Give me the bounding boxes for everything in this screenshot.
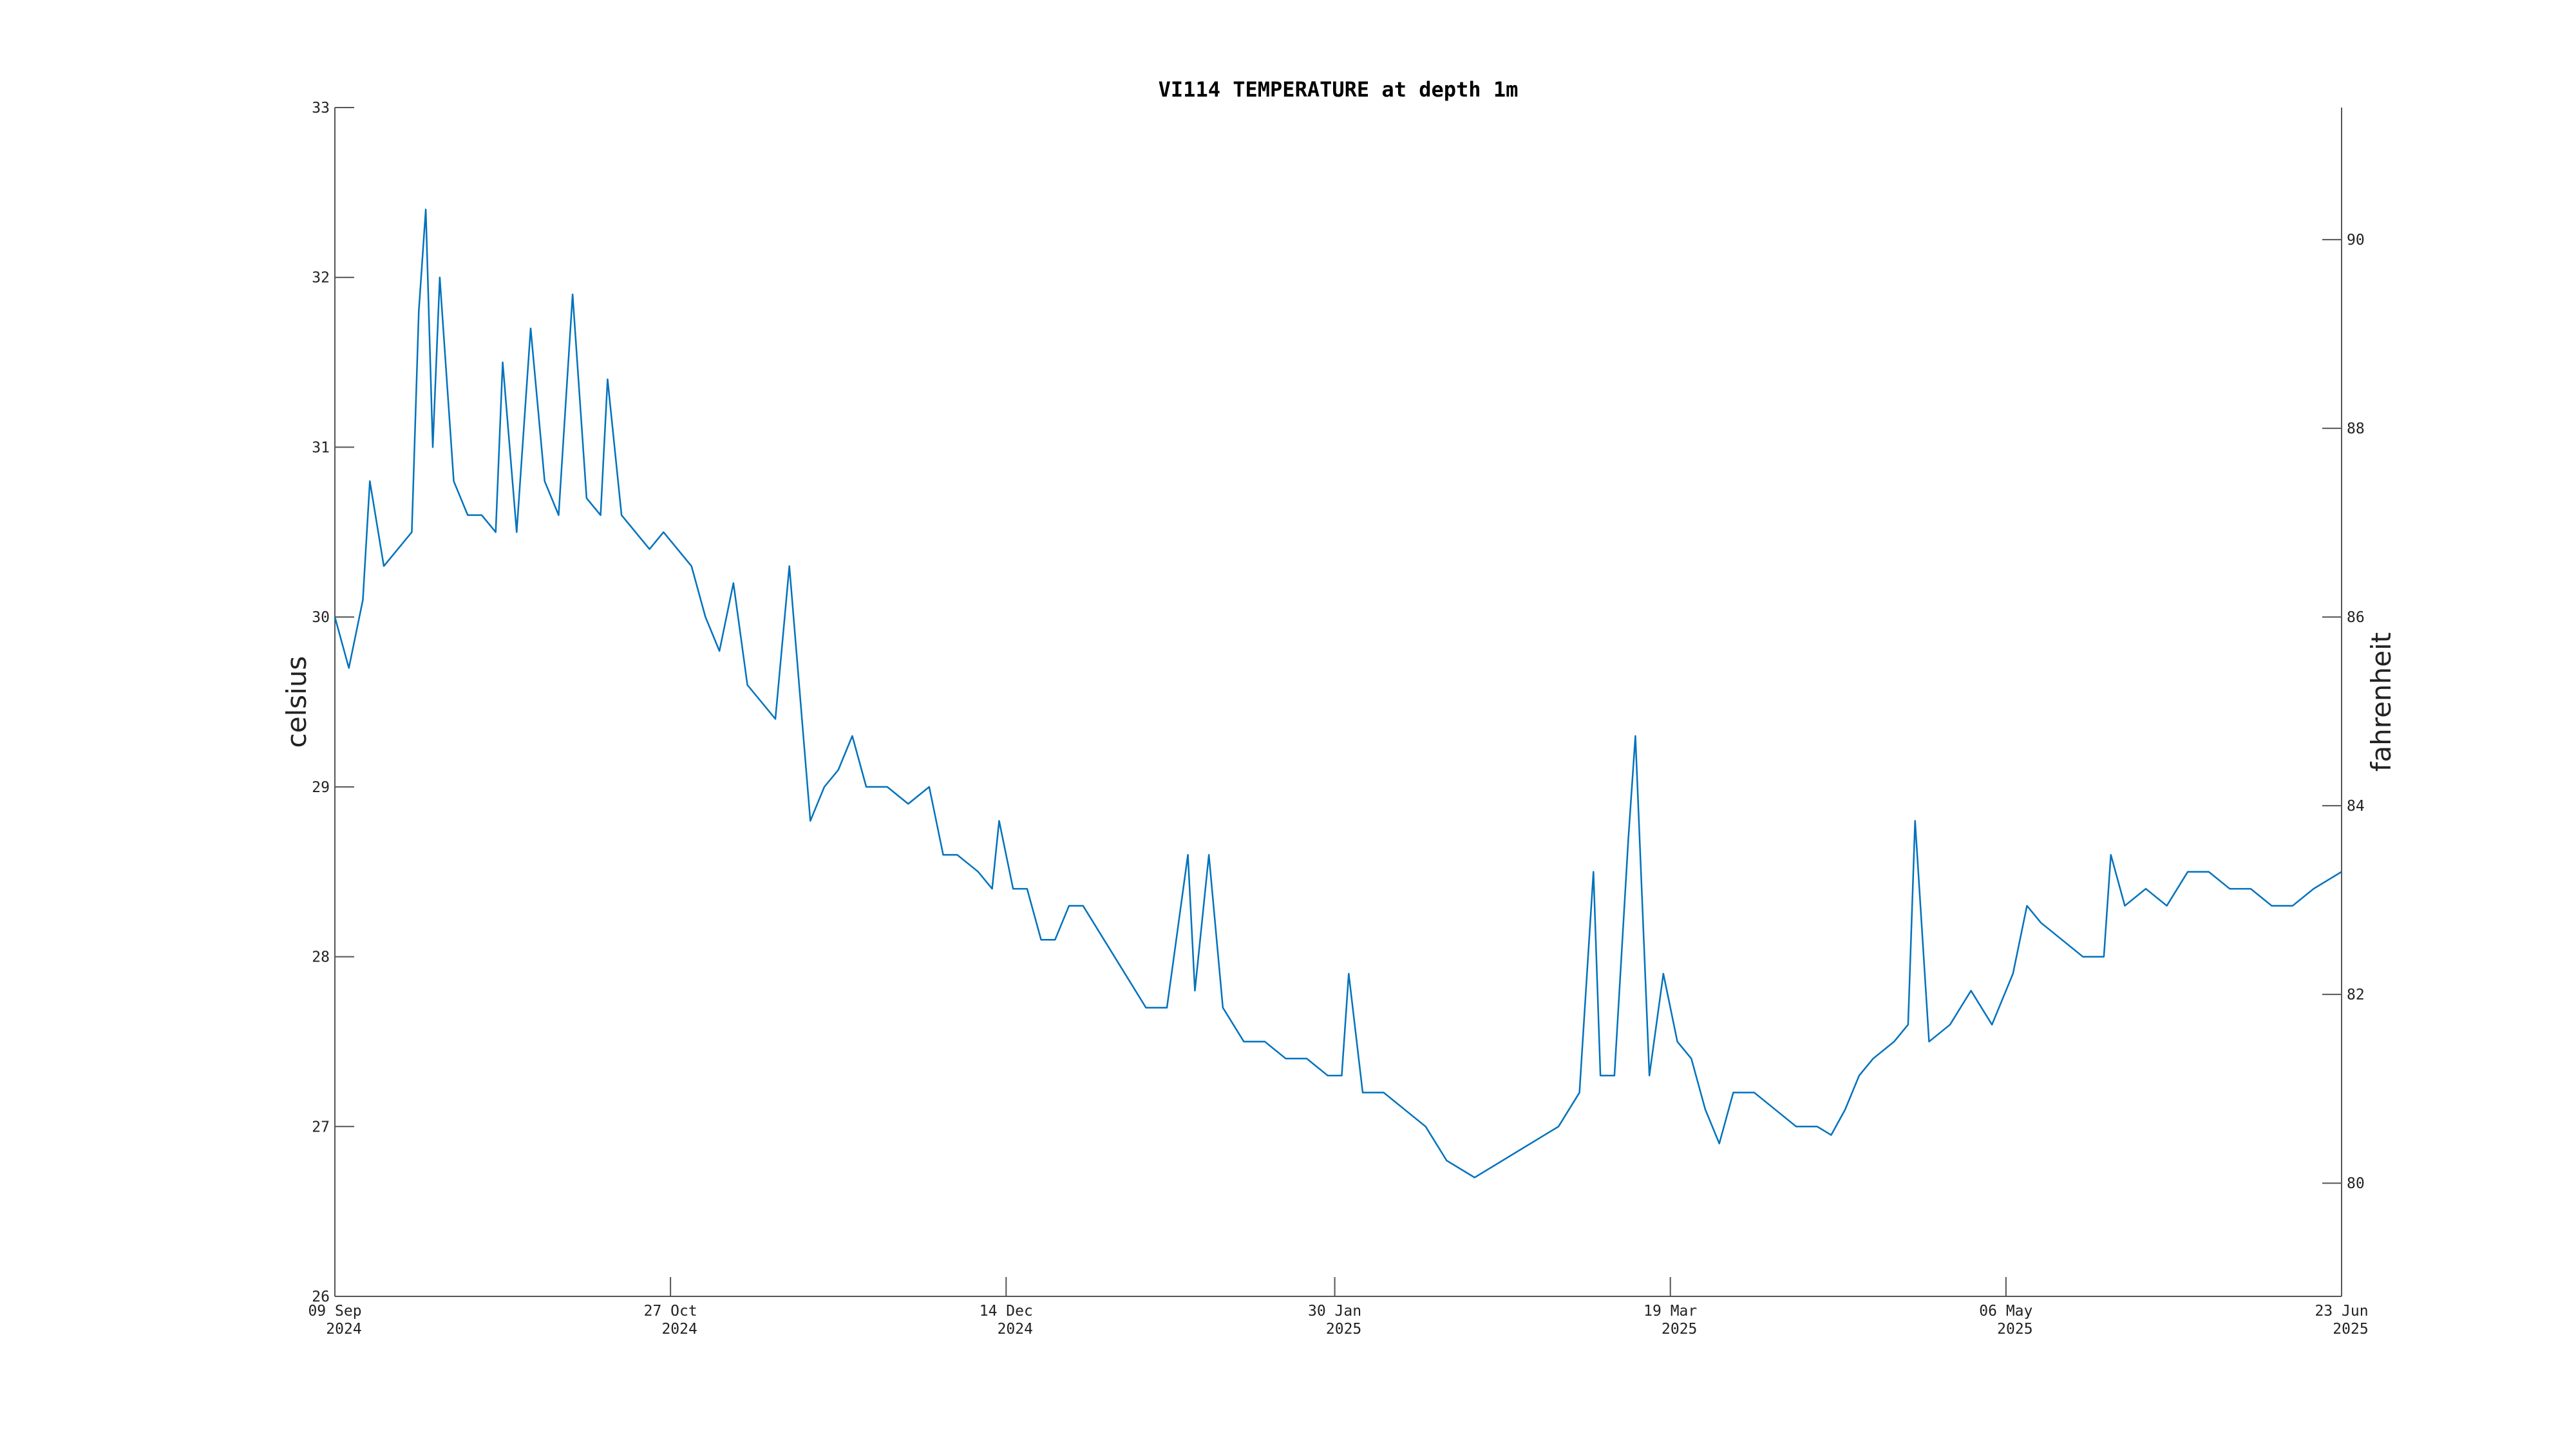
x-tick-label: 14 Dec xyxy=(980,1303,1033,1320)
y-tick-label: 29 xyxy=(312,779,330,796)
temperature-line xyxy=(334,208,2342,1179)
y2-axis-label: fahrenheit xyxy=(2365,632,2397,772)
y-axis-label: celsius xyxy=(281,656,312,748)
x-tick-label: 23 Jun xyxy=(2315,1303,2368,1320)
x-tick-label: 2024 xyxy=(326,1321,361,1338)
x-tick-label: 09 Sep xyxy=(308,1303,361,1320)
x-tick-label: 2024 xyxy=(661,1321,697,1338)
y2-tick-label: 88 xyxy=(2347,421,2365,437)
y2-tick-label: 84 xyxy=(2347,798,2365,815)
y-tick-label: 33 xyxy=(312,100,330,117)
x-tick-label: 2025 xyxy=(1326,1321,1361,1338)
y-tick-label: 26 xyxy=(312,1289,330,1305)
x-tick-label: 2025 xyxy=(1997,1321,2032,1338)
y2-tick-label: 80 xyxy=(2347,1175,2365,1192)
y-tick-label: 28 xyxy=(312,949,330,966)
x-tick-label: 19 Mar xyxy=(1643,1303,1697,1320)
x-tick-label: 30 Jan xyxy=(1308,1303,1361,1320)
y-tick-label: 31 xyxy=(312,439,330,456)
x-tick-label: 2024 xyxy=(998,1321,1033,1338)
chart-title: VI114 TEMPERATURE at depth 1m xyxy=(1159,77,1519,102)
y2-tick-label: 82 xyxy=(2347,987,2365,1003)
y-tick-label: 32 xyxy=(312,270,330,287)
y-tick-label: 30 xyxy=(312,609,330,626)
y-tick-label: 27 xyxy=(312,1119,330,1135)
x-tick-label: 06 May xyxy=(1979,1303,2032,1320)
x-tick-label: 2025 xyxy=(2333,1321,2368,1338)
x-tick-label: 2025 xyxy=(1662,1321,1697,1338)
x-tick-label: 27 Oct xyxy=(644,1303,697,1320)
y2-tick-label: 86 xyxy=(2347,609,2365,626)
y2-tick-label: 90 xyxy=(2347,232,2365,249)
